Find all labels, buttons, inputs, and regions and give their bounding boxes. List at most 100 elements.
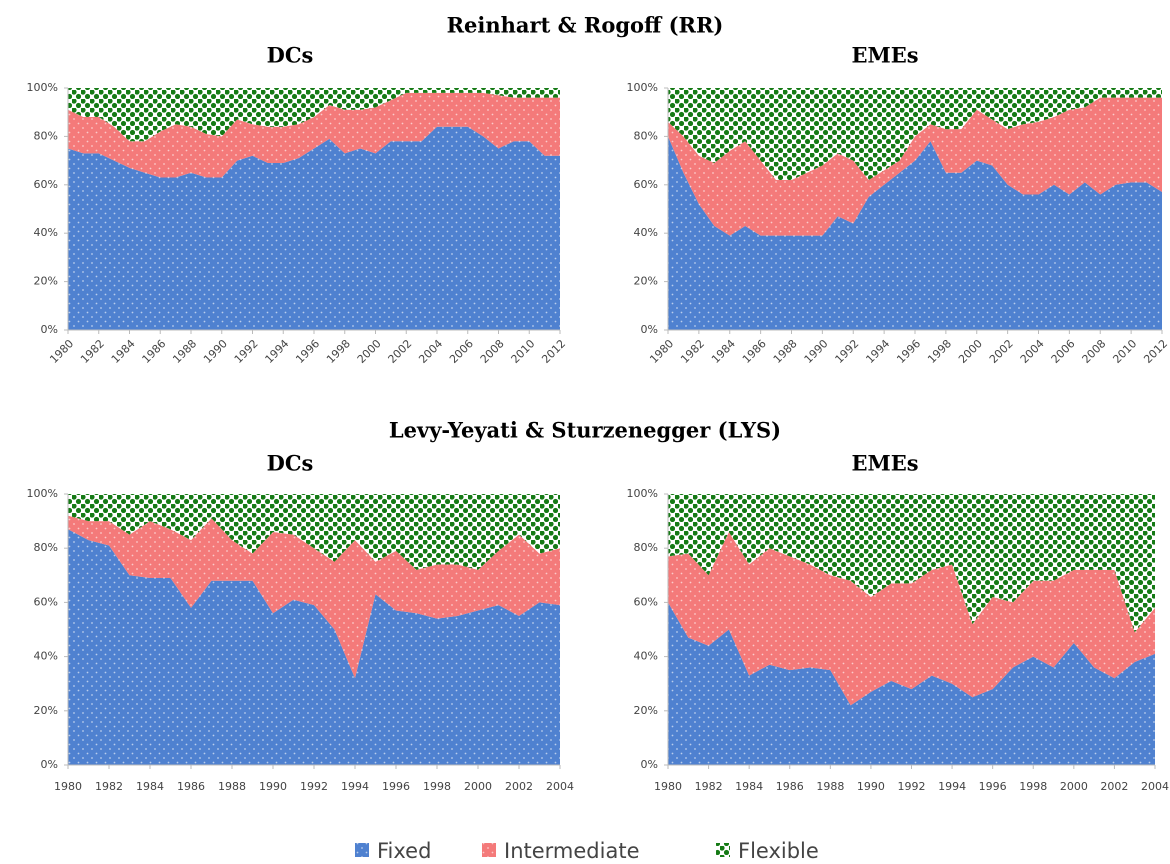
x-tick-label: 2010	[1110, 337, 1139, 366]
x-tick-label: 1998	[423, 780, 451, 793]
area-0	[68, 529, 560, 765]
area-1	[68, 515, 560, 679]
x-tick-label: 1994	[263, 337, 292, 366]
y-tick-label: 100%	[27, 487, 58, 500]
y-tick-label: 40%	[34, 226, 58, 239]
x-tick-label: 1980	[647, 337, 676, 366]
area-0	[668, 136, 1162, 330]
x-tick-label: 2012	[539, 337, 568, 366]
x-tick-label: 2012	[1141, 337, 1170, 366]
area-2	[68, 88, 560, 142]
x-tick-label: 2000	[355, 337, 384, 366]
x-tick-label: 1986	[177, 780, 205, 793]
y-tick-label: 40%	[634, 226, 658, 239]
x-tick-label: 1986	[776, 780, 804, 793]
y-tick-label: 40%	[634, 650, 658, 663]
y-tick-label: 0%	[41, 323, 58, 336]
x-tick-label: 1988	[771, 337, 800, 366]
x-tick-label: 2000	[464, 780, 492, 793]
x-tick-label: 2004	[416, 337, 445, 366]
y-tick-label: 0%	[641, 323, 658, 336]
x-tick-label: 2004	[1018, 337, 1047, 366]
x-tick-label: 2006	[1049, 337, 1078, 366]
x-tick-label: 1984	[709, 337, 738, 366]
x-tick-label: 1998	[1019, 780, 1047, 793]
legend-swatch	[716, 843, 730, 857]
legend-swatch	[355, 843, 369, 857]
x-tick-label: 1986	[140, 337, 169, 366]
y-tick-label: 20%	[34, 275, 58, 288]
legend-label: Intermediate	[504, 839, 640, 863]
x-tick-label: 1984	[109, 337, 138, 366]
y-tick-label: 20%	[634, 275, 658, 288]
x-tick-label: 1992	[898, 780, 926, 793]
section-title: Levy-Yeyati & Sturzenegger (LYS)	[389, 418, 781, 443]
x-tick-label: 1980	[54, 780, 82, 793]
chart: DCs 0% 20% 40% 60% 80% 100% 1980 1982 1984 1986 198…	[27, 43, 569, 367]
x-tick-label: 1982	[95, 780, 123, 793]
y-tick-label: 100%	[627, 81, 658, 94]
x-tick-label: 2004	[546, 780, 574, 793]
x-tick-label: 2004	[1141, 780, 1169, 793]
x-tick-label: 1988	[218, 780, 246, 793]
chart-title: EMEs	[851, 451, 918, 476]
x-tick-label: 2010	[509, 337, 538, 366]
area-2	[668, 494, 1155, 633]
x-tick-label: 1994	[938, 780, 966, 793]
y-tick-label: 60%	[634, 178, 658, 191]
y-tick-label: 80%	[634, 541, 658, 554]
x-tick-label: 1984	[735, 780, 763, 793]
x-tick-label: 1988	[816, 780, 844, 793]
x-tick-label: 1984	[136, 780, 164, 793]
legend-label: Fixed	[377, 839, 431, 863]
x-tick-label: 1980	[47, 337, 76, 366]
area-1	[668, 531, 1155, 706]
x-tick-label: 2006	[447, 337, 476, 366]
area-0	[668, 602, 1155, 765]
chart-title: EMEs	[851, 43, 918, 68]
area-1	[668, 97, 1162, 236]
area-0	[68, 126, 560, 330]
x-tick-label: 1982	[678, 337, 707, 366]
section-title: Reinhart & Rogoff (RR)	[447, 13, 724, 38]
area-1	[68, 92, 560, 178]
y-tick-label: 0%	[41, 758, 58, 771]
x-tick-label: 2002	[987, 337, 1016, 366]
x-tick-label: 1990	[201, 337, 230, 366]
x-tick-label: 1992	[232, 337, 261, 366]
x-tick-label: 1996	[382, 780, 410, 793]
x-tick-label: 1982	[695, 780, 723, 793]
x-tick-label: 1998	[925, 337, 954, 366]
x-tick-label: 1992	[833, 337, 862, 366]
x-tick-label: 1986	[740, 337, 769, 366]
y-tick-label: 100%	[627, 487, 658, 500]
legend-swatch	[482, 843, 496, 857]
area-2	[668, 88, 1162, 180]
y-tick-label: 80%	[634, 129, 658, 142]
y-tick-label: 60%	[34, 178, 58, 191]
x-tick-label: 2000	[956, 337, 985, 366]
x-tick-label: 1998	[324, 337, 353, 366]
x-tick-label: 2000	[1060, 780, 1088, 793]
y-tick-label: 100%	[27, 81, 58, 94]
x-tick-label: 1980	[654, 780, 682, 793]
x-tick-label: 1994	[863, 337, 892, 366]
y-tick-label: 40%	[34, 650, 58, 663]
y-tick-label: 80%	[34, 129, 58, 142]
x-tick-label: 1982	[78, 337, 107, 366]
chart-title: DCs	[267, 451, 314, 476]
x-tick-label: 2008	[478, 337, 507, 366]
x-tick-label: 2002	[386, 337, 415, 366]
x-tick-label: 1990	[857, 780, 885, 793]
x-tick-label: 1994	[341, 780, 369, 793]
x-tick-label: 2002	[505, 780, 533, 793]
chart-title: DCs	[267, 43, 314, 68]
x-tick-label: 1988	[170, 337, 199, 366]
x-tick-label: 1996	[979, 780, 1007, 793]
x-tick-label: 1990	[259, 780, 287, 793]
x-tick-label: 1996	[293, 337, 322, 366]
